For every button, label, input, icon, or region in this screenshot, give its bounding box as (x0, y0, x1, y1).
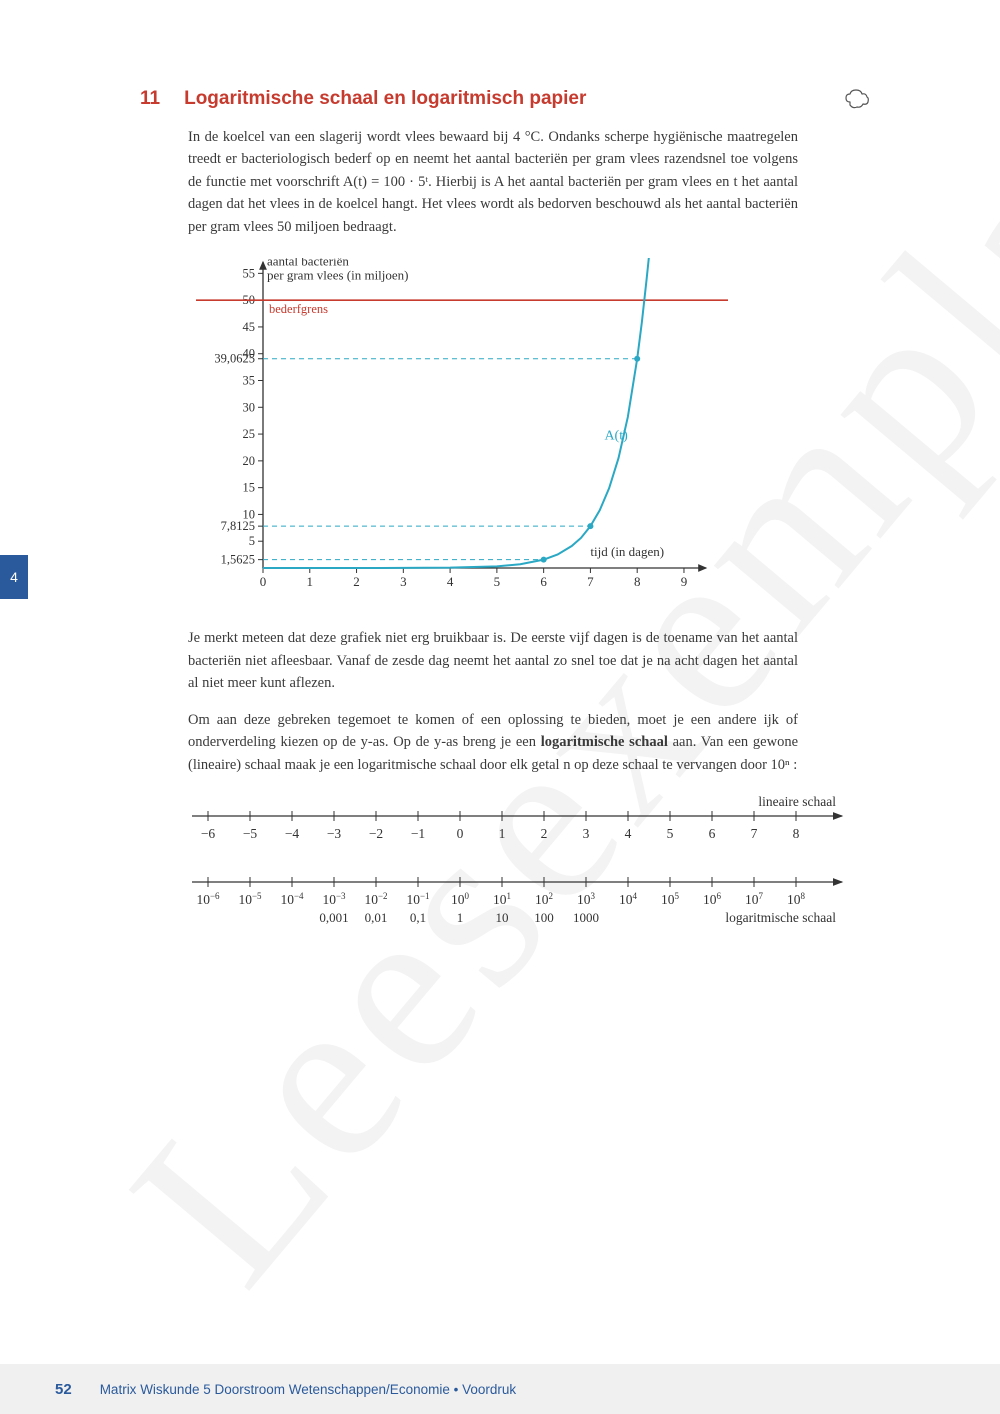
svg-text:45: 45 (243, 320, 256, 334)
page-content: 11 Logaritmische schaal en logaritmisch … (0, 0, 1000, 947)
svg-text:25: 25 (243, 427, 256, 441)
section-header: 11 Logaritmische schaal en logaritmisch … (140, 88, 880, 110)
svg-text:35: 35 (243, 374, 256, 388)
svg-text:tijd (in dagen): tijd (in dagen) (590, 544, 664, 559)
svg-text:−5: −5 (243, 826, 258, 841)
svg-text:103: 103 (577, 891, 596, 907)
mid-paragraphs: Je merkt meteen dat deze grafiek niet er… (188, 627, 798, 776)
svg-text:8: 8 (634, 574, 641, 589)
svg-text:104: 104 (619, 891, 638, 907)
svg-text:10−5: 10−5 (238, 891, 262, 907)
svg-text:A(t): A(t) (604, 429, 628, 444)
svg-text:39,0625: 39,0625 (214, 352, 255, 366)
svg-text:10: 10 (496, 910, 509, 925)
section-title: Logaritmische schaal en logaritmisch pap… (184, 88, 586, 110)
svg-text:6: 6 (709, 826, 716, 841)
svg-text:105: 105 (661, 891, 680, 907)
svg-text:10−6: 10−6 (196, 891, 220, 907)
svg-text:7,8125: 7,8125 (221, 519, 255, 533)
svg-text:3: 3 (400, 574, 407, 589)
section-number: 11 (140, 88, 160, 110)
page-number: 52 (55, 1381, 72, 1398)
cloud-icon (844, 88, 870, 115)
svg-text:0: 0 (260, 574, 267, 589)
svg-text:100: 100 (534, 910, 554, 925)
svg-text:logaritmische schaal: logaritmische schaal (725, 910, 836, 925)
svg-text:106: 106 (703, 891, 722, 907)
svg-text:0,1: 0,1 (410, 910, 426, 925)
svg-text:−3: −3 (327, 826, 342, 841)
svg-text:0: 0 (457, 826, 464, 841)
svg-text:4: 4 (447, 574, 454, 589)
svg-text:−2: −2 (369, 826, 383, 841)
paragraph-2: Je merkt meteen dat deze grafiek niet er… (188, 627, 798, 694)
svg-text:0,01: 0,01 (365, 910, 388, 925)
svg-text:107: 107 (745, 891, 764, 907)
svg-text:10−3: 10−3 (322, 891, 346, 907)
paragraph-1: In de koelcel van een slagerij wordt vle… (188, 126, 798, 238)
svg-text:20: 20 (243, 454, 256, 468)
svg-text:30: 30 (243, 401, 256, 415)
svg-text:5: 5 (667, 826, 674, 841)
svg-text:per gram vlees (in miljoen): per gram vlees (in miljoen) (267, 268, 409, 283)
scales-container: −6 −5 −4 −3 −2 −1 0 1 2 3 4 5 6 7 8 lineaire schaal 10−6… (188, 792, 880, 947)
growth-chart: 01234567895101520253035404550551,56257,8… (188, 258, 748, 598)
svg-text:1: 1 (307, 574, 314, 589)
svg-text:6: 6 (540, 574, 547, 589)
svg-text:−1: −1 (411, 826, 425, 841)
svg-text:1,5625: 1,5625 (221, 553, 255, 567)
svg-text:55: 55 (243, 267, 256, 281)
svg-text:7: 7 (587, 574, 594, 589)
svg-text:1000: 1000 (573, 910, 599, 925)
svg-text:1: 1 (457, 910, 464, 925)
svg-text:10−4: 10−4 (280, 891, 304, 907)
svg-text:3: 3 (583, 826, 590, 841)
svg-text:2: 2 (541, 826, 548, 841)
svg-text:7: 7 (751, 826, 758, 841)
chart-container: 01234567895101520253035404550551,56257,8… (188, 258, 880, 603)
svg-text:lineaire schaal: lineaire schaal (758, 794, 836, 809)
svg-text:5: 5 (249, 535, 255, 549)
number-lines: −6 −5 −4 −3 −2 −1 0 1 2 3 4 5 6 7 8 lineaire schaal 10−6… (188, 792, 868, 942)
svg-text:8: 8 (793, 826, 800, 841)
svg-text:100: 100 (451, 891, 470, 907)
intro-paragraph: In de koelcel van een slagerij wordt vle… (188, 126, 798, 238)
svg-text:−4: −4 (285, 826, 300, 841)
svg-text:0,001: 0,001 (319, 910, 348, 925)
svg-text:10−2: 10−2 (364, 891, 387, 907)
svg-text:9: 9 (681, 574, 688, 589)
footer-text: Matrix Wiskunde 5 Doorstroom Wetenschapp… (100, 1382, 516, 1397)
page-footer: 52 Matrix Wiskunde 5 Doorstroom Wetensch… (0, 1364, 1000, 1414)
svg-text:10−1: 10−1 (406, 891, 429, 907)
paragraph-3: Om aan deze gebreken tegemoet te komen o… (188, 709, 798, 776)
svg-text:101: 101 (493, 891, 511, 907)
svg-text:−6: −6 (201, 826, 216, 841)
svg-text:bederfgrens: bederfgrens (269, 302, 328, 316)
svg-text:2: 2 (353, 574, 360, 589)
svg-text:4: 4 (625, 826, 632, 841)
svg-text:15: 15 (243, 481, 256, 495)
svg-text:108: 108 (787, 891, 806, 907)
svg-text:1: 1 (499, 826, 506, 841)
svg-text:102: 102 (535, 891, 553, 907)
svg-text:5: 5 (494, 574, 501, 589)
